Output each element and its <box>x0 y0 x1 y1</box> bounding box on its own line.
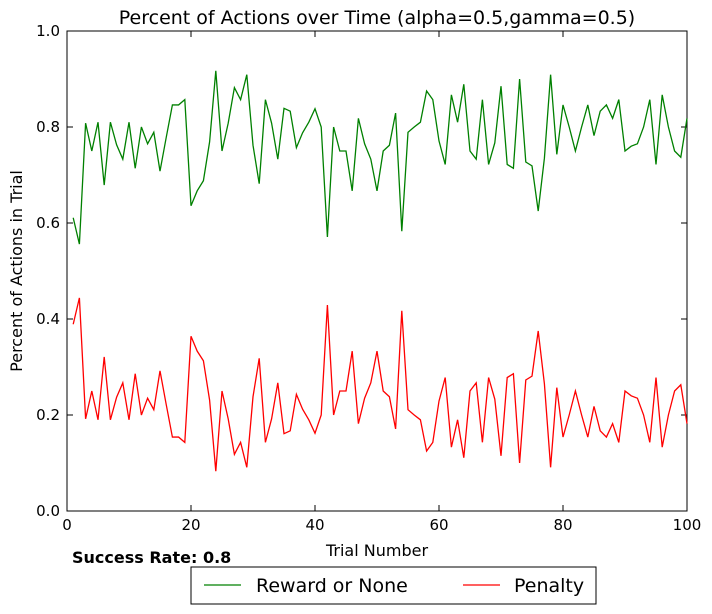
plot-frame <box>66 30 688 512</box>
plot-area: 0 20 40 60 80 100 0.0 0.2 0.4 0.6 0.8 1.0 <box>36 22 701 534</box>
series-layer <box>72 70 688 472</box>
legend-label-reward-or-none: Reward or None <box>256 575 408 597</box>
legend-frame <box>190 566 597 605</box>
legend-label-penalty: Penalty <box>514 575 584 597</box>
series-line-reward-or-none <box>72 70 688 245</box>
y-tick-label: 0.0 <box>36 502 60 520</box>
y-axis-label: Percent of Actions in Trial <box>7 170 26 372</box>
success-rate-text: Success Rate: 0.8 <box>72 548 232 567</box>
x-tick-label: 80 <box>553 516 572 534</box>
x-axis-label: Trial Number <box>325 541 428 560</box>
tick-layer: 0 20 40 60 80 100 0.0 0.2 0.4 0.6 0.8 1.0 <box>36 22 701 534</box>
y-tick-label: 0.6 <box>36 214 60 232</box>
chart-title: Percent of Actions over Time (alpha=0.5,… <box>119 7 635 29</box>
y-tick-label: 0.2 <box>36 406 60 424</box>
y-tick-label: 0.8 <box>36 118 60 136</box>
x-tick-label: 40 <box>305 516 324 534</box>
x-tick-label: 60 <box>429 516 448 534</box>
x-tick-label: 20 <box>181 516 200 534</box>
series-line-penalty <box>72 297 688 472</box>
x-tick-label: 0 <box>62 516 72 534</box>
y-tick-label: 0.4 <box>36 310 60 328</box>
y-tick-label: 1.0 <box>36 22 60 40</box>
x-tick-label: 100 <box>673 516 702 534</box>
legend: Reward or None Penalty <box>190 566 597 605</box>
